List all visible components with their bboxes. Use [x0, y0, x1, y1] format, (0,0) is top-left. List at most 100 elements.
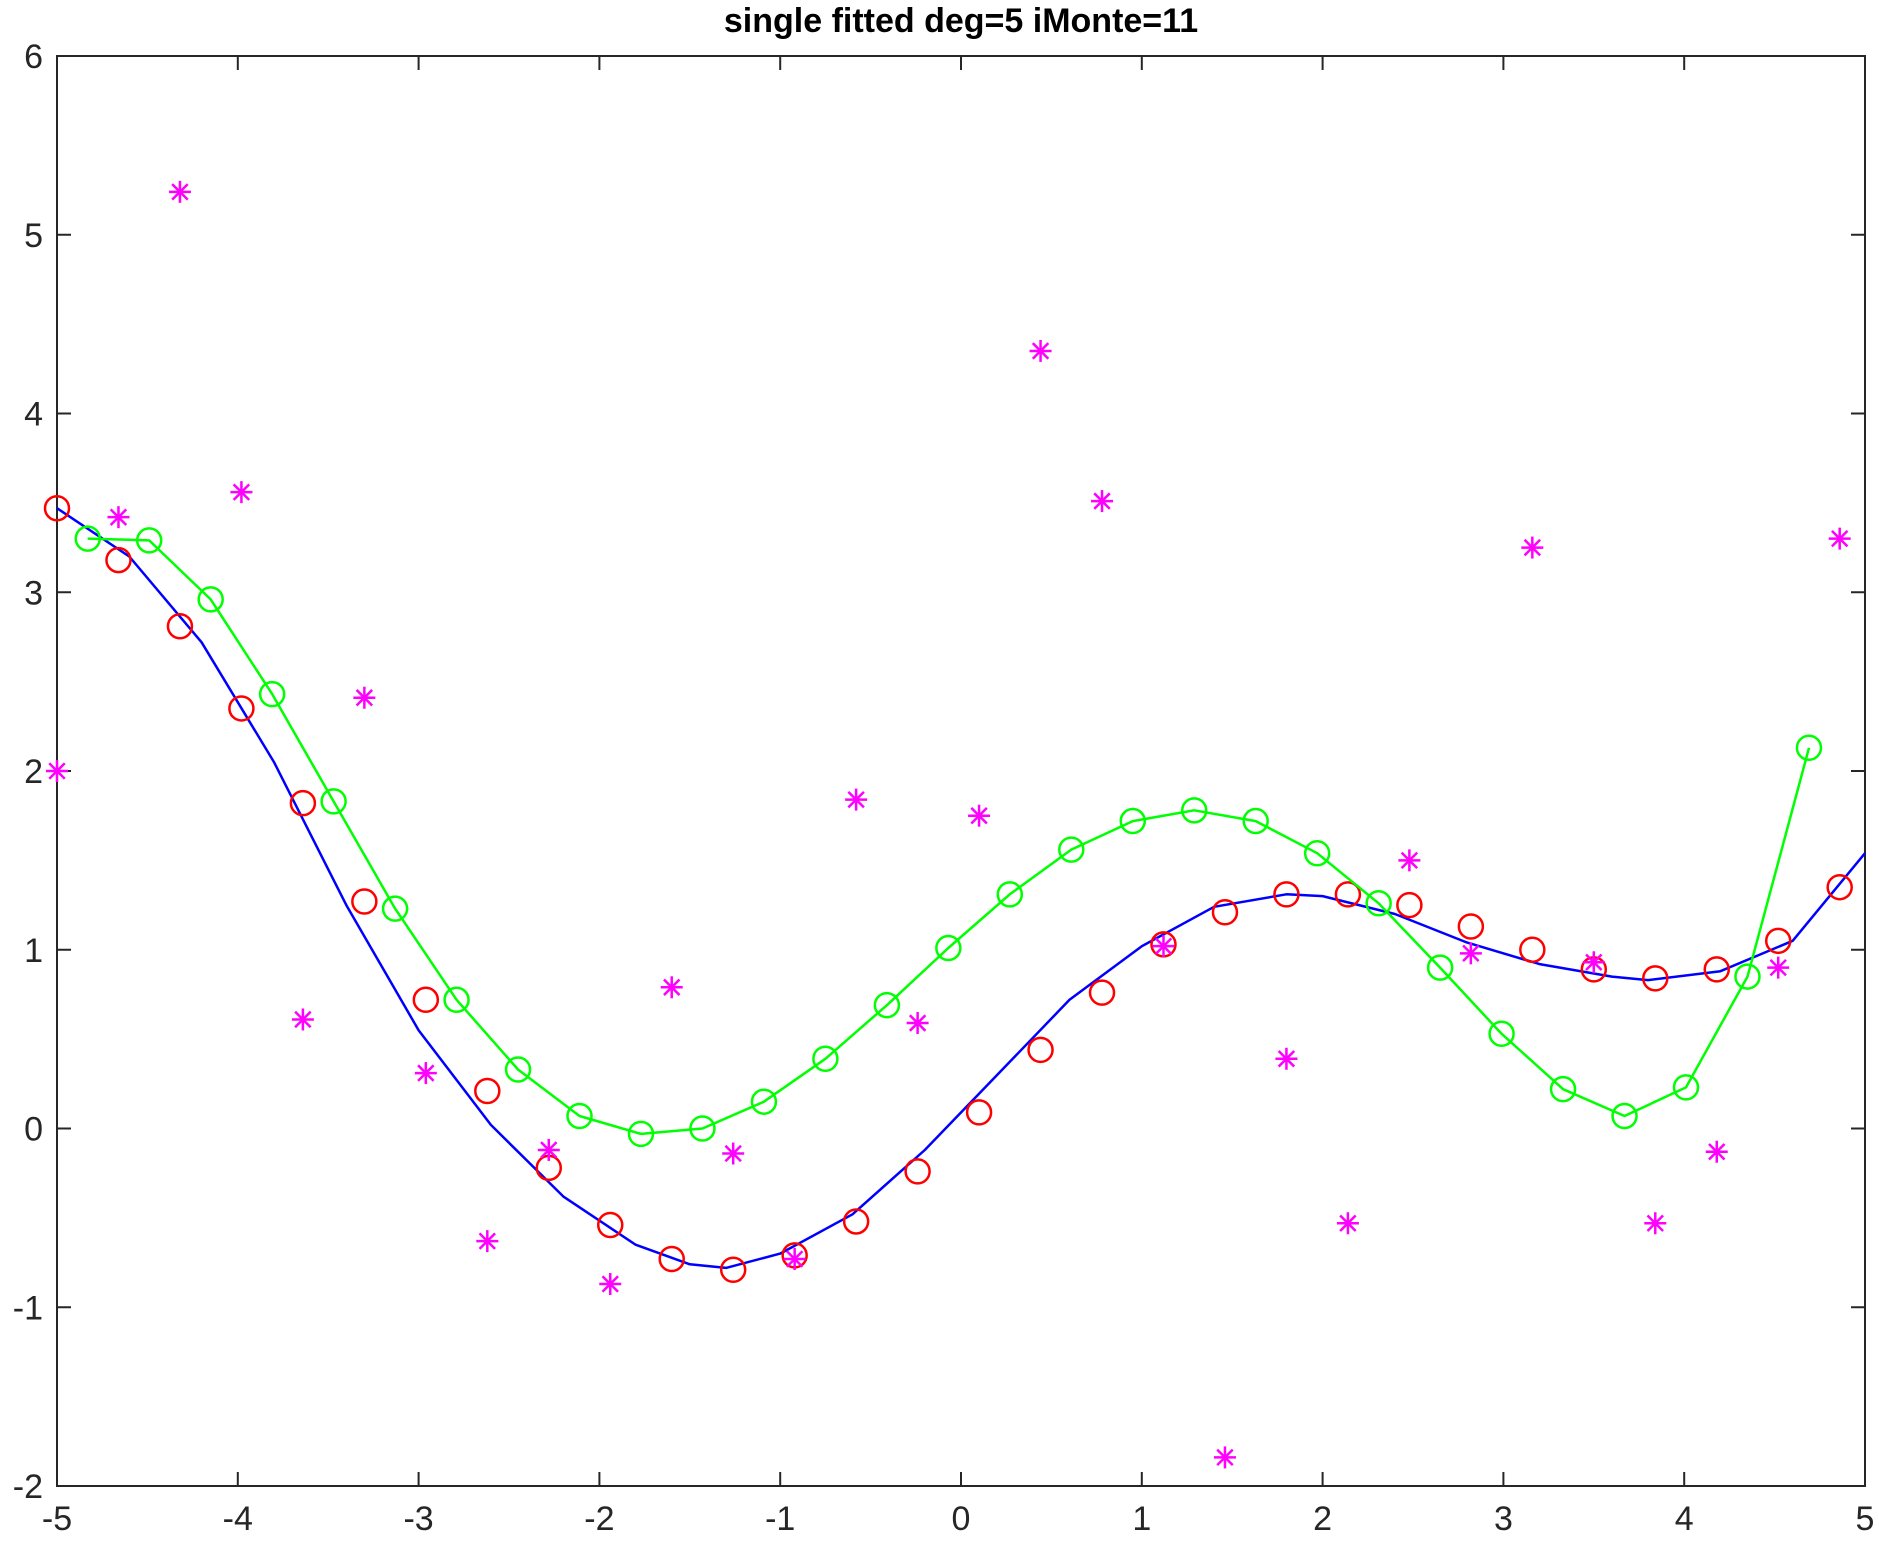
circle-marker — [74, 525, 101, 552]
asterisk-marker — [168, 180, 191, 203]
x-tick-label: 4 — [1675, 1500, 1694, 1538]
circle-marker — [105, 546, 132, 574]
series-line — [56, 507, 1866, 1270]
circle-marker — [320, 788, 347, 815]
circle-marker — [1764, 927, 1792, 955]
y-tick-label: 1 — [24, 932, 43, 970]
circle-marker — [1211, 898, 1239, 926]
asterisk-marker — [230, 481, 253, 504]
asterisk-marker — [1152, 935, 1175, 958]
circle-marker — [135, 527, 163, 554]
circle-marker — [1795, 734, 1823, 762]
y-tick-label: 5 — [24, 217, 43, 255]
asterisk-marker — [1091, 490, 1114, 513]
circle-marker — [1549, 1075, 1577, 1103]
circle-marker — [1396, 891, 1423, 919]
circle-marker — [1488, 1020, 1515, 1048]
y-tick-label: 4 — [24, 396, 43, 434]
circle-marker — [1365, 890, 1392, 917]
series-0 — [56, 507, 1866, 1270]
x-tick-label: 3 — [1494, 1500, 1513, 1538]
y-tick-label: -2 — [13, 1468, 43, 1506]
x-tick-label: -4 — [223, 1500, 253, 1538]
circle-marker — [1703, 956, 1730, 983]
x-tick-label: 5 — [1856, 1500, 1875, 1538]
asterisk-marker — [1644, 1212, 1667, 1235]
x-tick-label: -2 — [584, 1500, 614, 1538]
y-tick-label: 3 — [24, 574, 43, 612]
asterisk-marker — [783, 1247, 806, 1270]
asterisk-marker — [845, 788, 868, 811]
asterisk-marker — [537, 1138, 560, 1161]
y-tick-labels: -2 -1 0 1 2 3 4 5 6 — [13, 38, 43, 1506]
circle-marker — [1334, 881, 1362, 908]
chart-title: single fitted deg=5 iMonte=11 — [724, 2, 1198, 40]
circle-marker — [842, 1208, 870, 1235]
series-2 — [74, 525, 1823, 1148]
x-tick-label: -5 — [42, 1500, 72, 1538]
circle-marker — [750, 1088, 778, 1115]
circle-marker — [166, 612, 194, 640]
circle-marker — [1519, 936, 1546, 963]
y-tick-label: -1 — [13, 1289, 43, 1327]
circle-marker — [381, 895, 409, 922]
y-tick-label: 2 — [24, 753, 43, 791]
circle-marker — [1088, 979, 1116, 1006]
series-line — [87, 537, 1811, 1136]
plot-frame — [56, 55, 1866, 1487]
circle-marker — [443, 986, 470, 1014]
asterisk-marker — [476, 1230, 499, 1253]
asterisk-marker — [1582, 951, 1605, 974]
asterisk-marker — [414, 1062, 437, 1085]
circle-marker — [596, 1211, 624, 1239]
asterisk-marker — [1705, 1140, 1728, 1163]
circle-marker — [258, 680, 286, 708]
circle-marker — [1119, 807, 1147, 835]
y-tick-label: 6 — [24, 38, 43, 76]
circle-marker — [904, 1158, 931, 1185]
circle-marker — [658, 1245, 685, 1273]
circle-marker — [1273, 881, 1300, 908]
x-tick-label: 2 — [1313, 1500, 1332, 1538]
circle-marker — [43, 494, 71, 522]
axis-ticks — [56, 55, 1866, 1487]
series-3 — [46, 180, 1851, 1469]
y-tick-label: 0 — [24, 1111, 43, 1149]
asterisk-marker — [968, 804, 991, 827]
circle-marker — [1426, 954, 1454, 981]
circle-marker — [289, 789, 317, 817]
asterisk-marker — [1459, 942, 1482, 965]
asterisk-marker — [1275, 1047, 1298, 1070]
plot-data — [43, 180, 1866, 1469]
asterisk-marker — [599, 1273, 622, 1296]
asterisk-marker — [46, 760, 68, 782]
circle-marker — [566, 1102, 593, 1130]
series-1 — [43, 494, 1853, 1283]
circle-marker — [719, 1256, 747, 1283]
circle-marker — [689, 1115, 716, 1142]
asterisk-marker — [660, 976, 683, 999]
circle-marker — [1734, 963, 1761, 990]
x-tick-label: 0 — [952, 1500, 971, 1538]
asterisk-marker — [107, 506, 130, 529]
x-tick-label: 1 — [1132, 1500, 1151, 1538]
plot-area — [56, 55, 1866, 1487]
circle-marker — [1672, 1074, 1700, 1101]
circle-marker — [935, 934, 962, 962]
asterisk-marker — [1213, 1446, 1236, 1469]
circle-marker — [1826, 873, 1853, 901]
asterisk-marker — [291, 1008, 314, 1031]
circle-marker — [1242, 807, 1269, 835]
circle-marker — [996, 881, 1024, 908]
asterisk-marker — [1828, 527, 1851, 550]
circle-marker — [197, 586, 224, 613]
circle-marker — [1180, 797, 1208, 824]
circle-marker — [1642, 965, 1669, 992]
circle-marker — [474, 1077, 501, 1105]
circle-marker — [412, 986, 440, 1014]
asterisk-marker — [1029, 339, 1052, 362]
asterisk-marker — [722, 1142, 745, 1165]
asterisk-marker — [1398, 849, 1421, 872]
x-tick-labels: -5 -4 -3 -2 -1 0 1 2 3 4 5 — [42, 1500, 1875, 1538]
